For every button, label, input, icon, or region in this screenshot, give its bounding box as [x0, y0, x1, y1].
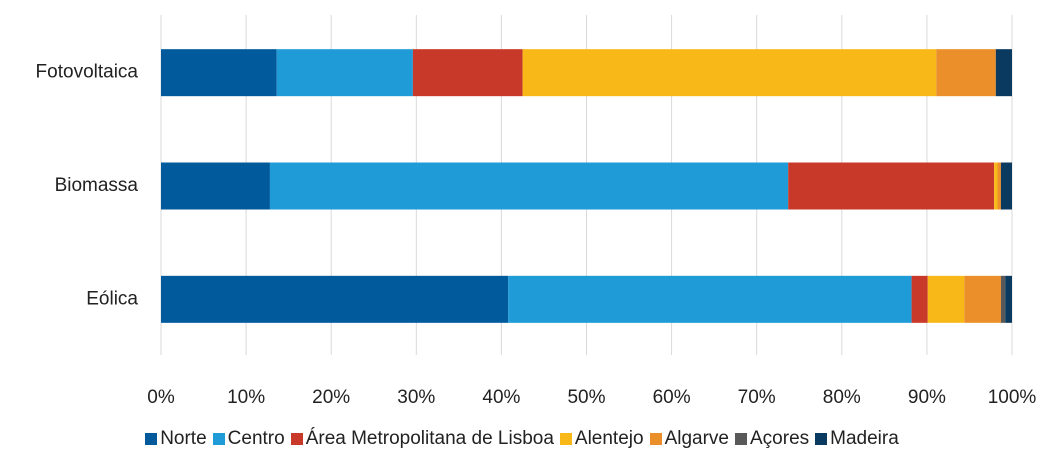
legend-item: Norte	[145, 428, 207, 450]
x-tick-label: 70%	[738, 387, 776, 408]
bar-segment	[1000, 275, 1006, 323]
bar-segment	[997, 162, 1001, 210]
x-tick-label: 10%	[227, 387, 265, 408]
legend-swatch	[290, 433, 303, 445]
bar-segment	[276, 49, 413, 97]
legend-swatch	[815, 433, 828, 445]
y-tick-label: Eólica	[86, 288, 138, 309]
legend-item: Alentejo	[559, 428, 644, 450]
x-tick-label: 100%	[988, 387, 1037, 408]
legend-swatch	[735, 433, 747, 445]
legend-swatch	[559, 433, 572, 445]
legend-item: Centro	[212, 428, 285, 450]
legend-item: Açores	[735, 428, 809, 450]
plot: 0% 10% 20% 30% 40% 50% 60% 70% 80% 90% 100% Fotovol…	[36, 15, 1037, 408]
bar-segment	[522, 49, 937, 97]
bar-segment	[269, 162, 789, 210]
legend-swatch	[145, 433, 158, 445]
x-tick-label: 90%	[908, 387, 946, 408]
bar-segment	[995, 49, 1012, 97]
x-tick-label: 40%	[482, 387, 520, 408]
legend-item: Área Metropolitana de Lisboa	[290, 428, 554, 450]
x-tick-label: 0%	[147, 387, 175, 408]
bar-segment	[911, 275, 928, 323]
bar-segment	[994, 162, 998, 210]
y-tick-label: Biomassa	[55, 175, 139, 196]
legend-label: Madeira	[830, 428, 899, 449]
bar-segment	[161, 49, 277, 97]
bar-segment	[1000, 162, 1012, 210]
bar-segment	[788, 162, 995, 210]
bar-segment	[964, 275, 1001, 323]
legend-label: Norte	[160, 428, 207, 449]
x-tick-label: 80%	[823, 387, 861, 408]
legend: Norte Centro Área Metropolitana de Lisboa A…	[0, 428, 1044, 450]
legend-label: Área Metropolitana de Lisboa	[305, 428, 554, 449]
x-tick-label: 20%	[312, 387, 350, 408]
bar-segment	[161, 275, 509, 323]
bar-segment	[936, 49, 996, 97]
legend-label: Algarve	[664, 428, 729, 449]
bar-segment	[508, 275, 912, 323]
legend-label: Açores	[750, 428, 810, 449]
legend-label: Alentejo	[574, 428, 644, 449]
bar-segment	[1005, 275, 1012, 323]
bar-segment	[412, 49, 523, 97]
legend-item: Algarve	[649, 428, 729, 450]
legend-swatch	[212, 433, 225, 445]
x-tick-label: 30%	[397, 387, 435, 408]
y-tick-label: Fotovoltaica	[36, 62, 139, 83]
x-tick-label: 60%	[653, 387, 691, 408]
bar-segment	[927, 275, 965, 323]
x-tick-label: 50%	[567, 387, 605, 408]
legend-item: Madeira	[815, 428, 899, 450]
legend-label: Centro	[227, 428, 285, 449]
bar-segment	[161, 162, 270, 210]
legend-swatch	[649, 433, 662, 445]
